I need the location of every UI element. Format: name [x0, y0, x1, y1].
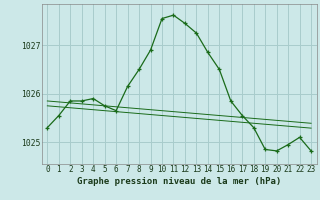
X-axis label: Graphe pression niveau de la mer (hPa): Graphe pression niveau de la mer (hPa)	[77, 177, 281, 186]
